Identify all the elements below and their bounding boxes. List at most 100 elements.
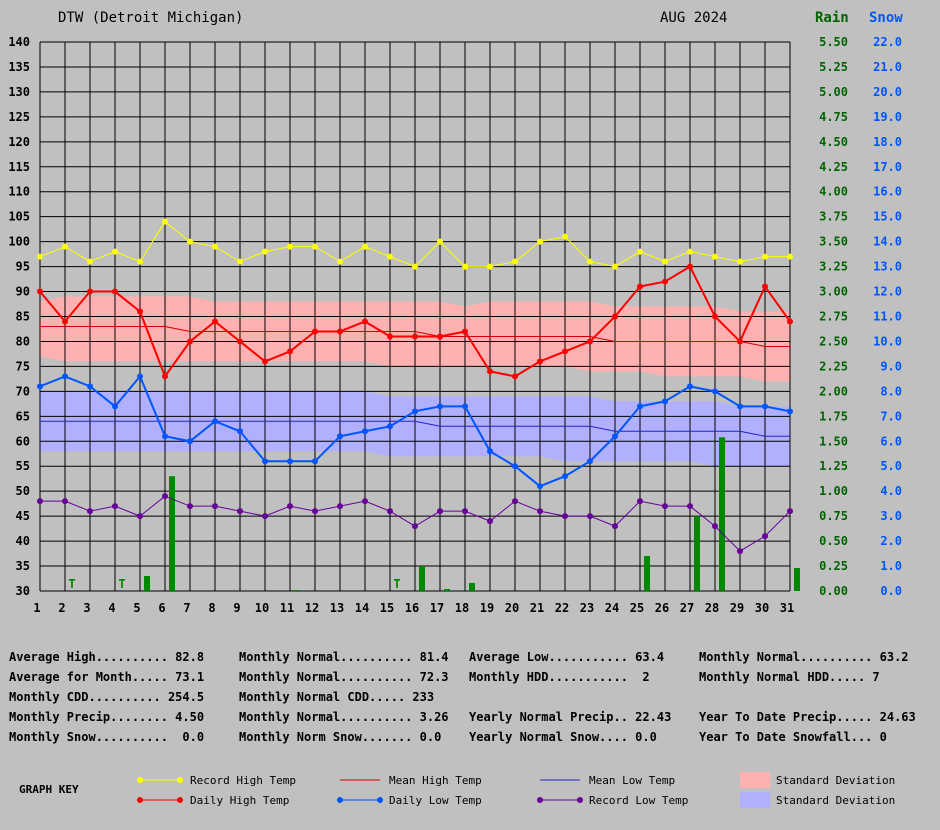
key-record-low-symbol-marker [537, 797, 543, 803]
data-point-record_low [762, 533, 768, 540]
data-point-daily_high [487, 368, 493, 375]
data-point-daily_low [762, 403, 768, 410]
stat-cell: Average High.......... 82.8 [9, 650, 205, 664]
rain-axis-title: Rain [815, 10, 849, 26]
data-point-record_high [212, 243, 218, 250]
rain-tick-label: 3.50 [819, 235, 848, 249]
data-point-record_high [587, 258, 593, 265]
data-point-record_low [387, 508, 393, 515]
data-point-record_low [337, 503, 343, 510]
rain-tick-label: 5.00 [819, 85, 848, 99]
data-point-record_high [87, 258, 93, 265]
data-point-record_high [362, 243, 368, 250]
stat-cell: Monthly Normal.......... 3.26 [239, 710, 449, 724]
data-point-daily_high [562, 348, 568, 355]
precip-bar [444, 589, 450, 591]
snow-tick-label: 1.0 [880, 559, 902, 573]
y-tick-label: 135 [8, 60, 30, 74]
data-point-daily_high [312, 328, 318, 335]
data-point-record_low [162, 493, 168, 500]
data-point-daily_low [187, 438, 193, 445]
snow-tick-label: 17.0 [873, 160, 902, 174]
x-tick-label: 16 [405, 601, 419, 615]
key-record-high-symbol-marker [177, 777, 183, 783]
y-tick-label: 110 [8, 185, 30, 199]
data-point-record_high [712, 253, 718, 260]
y-tick-label: 85 [16, 310, 30, 324]
rain-tick-label: 5.50 [819, 35, 848, 49]
data-point-daily_low [487, 448, 493, 455]
data-point-record_low [112, 503, 118, 510]
x-tick-label: 21 [530, 601, 544, 615]
data-point-daily_low [412, 408, 418, 415]
data-point-record_high [562, 233, 568, 240]
data-point-daily_high [62, 318, 68, 325]
data-point-record_high [737, 258, 743, 265]
snow-tick-label: 7.0 [880, 409, 902, 423]
period-title: AUG 2024 [660, 10, 728, 26]
data-point-record_low [537, 508, 543, 515]
y-tick-label: 115 [8, 160, 30, 174]
stat-cell: Monthly CDD.......... 254.5 [9, 690, 205, 704]
data-point-daily_high [437, 333, 443, 340]
data-point-daily_low [237, 428, 243, 435]
y-tick-label: 95 [16, 260, 30, 274]
x-tick-label: 24 [605, 601, 619, 615]
rain-tick-label: 0.50 [819, 534, 848, 548]
data-point-daily_low [312, 458, 318, 465]
data-point-daily_low [137, 373, 143, 380]
data-point-daily_low [562, 473, 568, 480]
rain-tick-label: 0.00 [819, 584, 848, 598]
data-point-record_low [62, 498, 68, 505]
rain-tick-label: 0.25 [819, 559, 848, 573]
data-point-daily_high [737, 338, 743, 345]
key-record-low: Record Low Temp [589, 794, 689, 807]
data-point-daily_high [337, 328, 343, 335]
data-point-record_high [187, 238, 193, 245]
data-point-record_high [262, 248, 268, 255]
stat-cell: Monthly Normal.......... 63.2 [699, 650, 909, 664]
x-tick-label: 22 [555, 601, 569, 615]
data-point-daily_high [462, 328, 468, 335]
stat-cell: Monthly Norm Snow....... 0.0 [239, 730, 442, 744]
data-point-daily_low [62, 373, 68, 380]
data-point-daily_low [262, 458, 268, 465]
data-point-daily_high [262, 358, 268, 365]
rain-tick-label: 2.00 [819, 384, 848, 398]
key-sd-low: Standard Deviation [776, 794, 896, 807]
data-point-daily_high [112, 288, 118, 295]
x-tick-label: 11 [280, 601, 294, 615]
data-point-daily_high [512, 373, 518, 380]
series-line-mean_low [40, 420, 790, 437]
x-tick-label: 27 [680, 601, 694, 615]
data-point-daily_low [587, 458, 593, 465]
data-point-daily_high [187, 338, 193, 345]
key-record-high-symbol-marker [137, 777, 143, 783]
key-mean-high: Mean High Temp [389, 774, 482, 787]
data-point-daily_high [612, 313, 618, 320]
graph-key-title: GRAPH KEY [19, 783, 79, 796]
data-point-record_high [762, 253, 768, 260]
data-point-record_low [412, 523, 418, 530]
y-tick-label: 50 [16, 484, 30, 498]
data-point-record_high [237, 258, 243, 265]
x-tick-label: 17 [430, 601, 444, 615]
data-point-daily_low [687, 383, 693, 390]
data-point-record_high [37, 253, 43, 260]
rain-tick-label: 0.75 [819, 509, 848, 523]
x-tick-label: 4 [108, 601, 115, 615]
snow-tick-label: 0.0 [880, 584, 902, 598]
snow-tick-label: 9.0 [880, 359, 902, 373]
x-tick-label: 26 [655, 601, 669, 615]
data-point-record_low [662, 503, 668, 510]
data-point-record_low [362, 498, 368, 505]
data-point-daily_low [512, 463, 518, 470]
x-tick-label: 7 [183, 601, 190, 615]
y-tick-label: 120 [8, 135, 30, 149]
data-point-daily_low [737, 403, 743, 410]
data-point-record_low [237, 508, 243, 515]
snow-tick-label: 16.0 [873, 185, 902, 199]
rain-tick-label: 3.00 [819, 285, 848, 299]
stat-cell: Average Low........... 63.4 [469, 650, 665, 664]
precip-bar [144, 576, 150, 591]
